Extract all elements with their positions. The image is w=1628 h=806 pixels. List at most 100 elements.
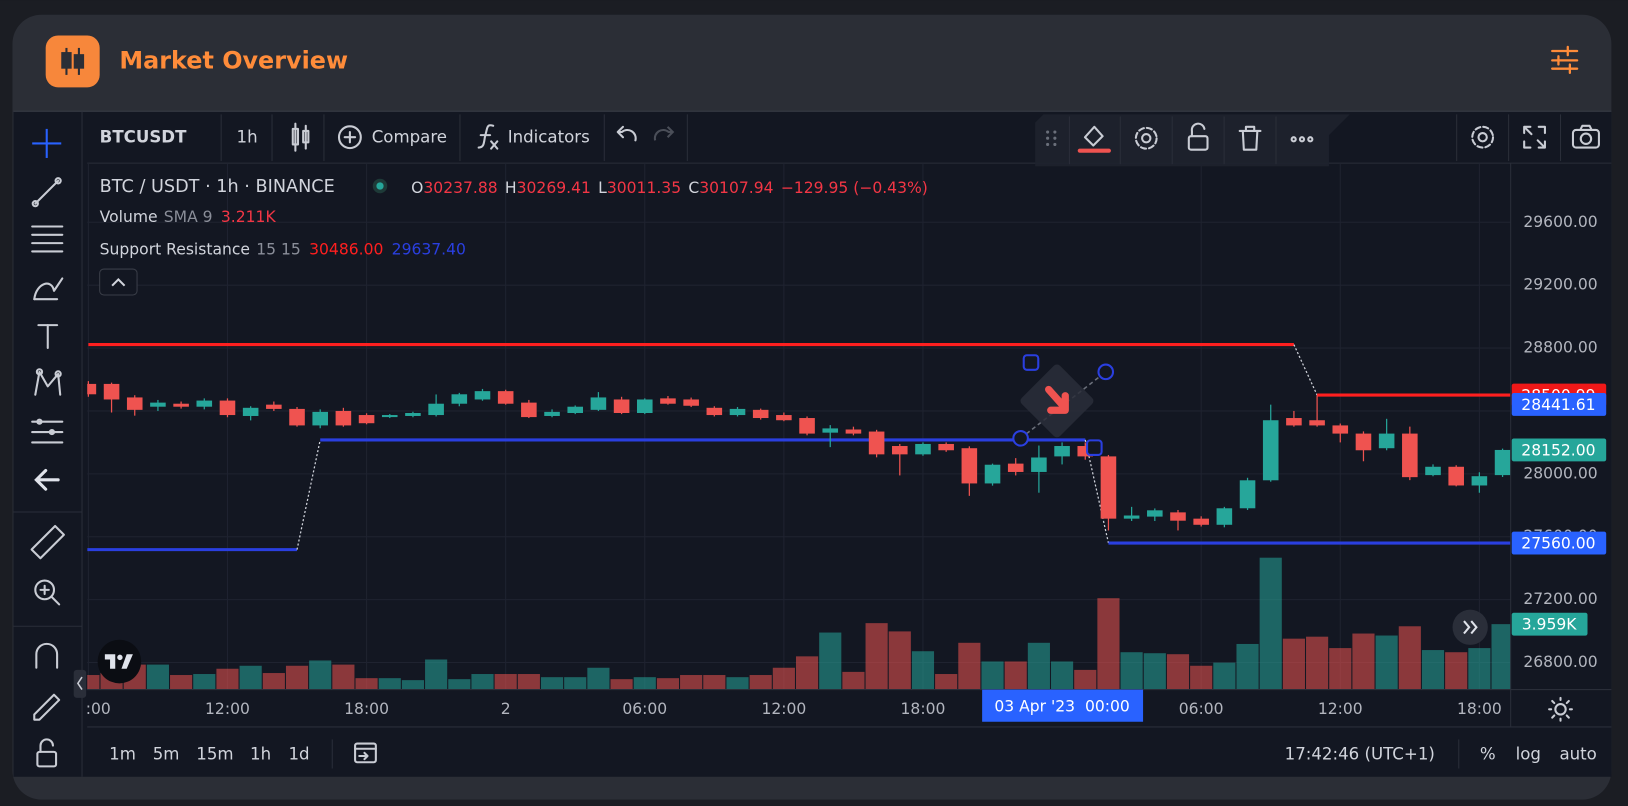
undo-button[interactable] — [616, 125, 637, 142]
lock-tool[interactable] — [36, 738, 58, 768]
crosshair-tool[interactable] — [32, 128, 62, 158]
legend-collapse[interactable] — [99, 268, 138, 296]
interval[interactable]: 1h — [237, 128, 258, 147]
price-label: 27560.00 — [1521, 535, 1595, 553]
volume-bar — [819, 632, 842, 690]
interval-button[interactable]: 1m — [109, 744, 136, 763]
volume-bar — [1166, 654, 1190, 690]
compare-icon[interactable] — [337, 125, 362, 150]
volume-bar — [703, 675, 726, 690]
price-label-box — [1511, 438, 1607, 462]
volume-bar — [309, 660, 332, 690]
price-label: 28441.61 — [1521, 396, 1595, 414]
candle-body — [1402, 433, 1418, 478]
candle-body — [1471, 476, 1488, 486]
redo-button[interactable] — [653, 126, 675, 141]
fullscreen-button[interactable] — [1523, 125, 1546, 149]
zoom-tool[interactable] — [34, 579, 61, 606]
drag-handle[interactable] — [1046, 130, 1057, 147]
x-tick-label: 18:00 — [901, 700, 946, 718]
price-label: 28152.00 — [1521, 441, 1595, 459]
plot-area — [87, 343, 1511, 690]
lock-draw-tool[interactable] — [33, 693, 61, 721]
y-tick-label: 29200.00 — [1523, 276, 1597, 294]
chart-settings-button[interactable] — [1471, 125, 1495, 149]
candle-body — [1007, 463, 1024, 472]
interval-button[interactable]: 1h — [250, 744, 271, 763]
x-tick-label: 06:00 — [66, 700, 111, 718]
volume-bar — [865, 623, 888, 690]
bottom-bar: 17:42:46 (UTC+1) 1m 5m 15m 1h 1d% log auto — [109, 739, 1597, 769]
chart-type-button[interactable] — [291, 122, 310, 152]
volume-bar — [633, 677, 656, 690]
indicators-button[interactable]: Indicators — [508, 128, 590, 147]
settings-button[interactable] — [1551, 45, 1579, 74]
candle-body — [892, 446, 908, 455]
prediction-tool[interactable] — [31, 418, 64, 444]
candle-body — [87, 383, 97, 395]
candle-body — [683, 399, 699, 406]
pattern-tool[interactable] — [34, 368, 62, 396]
scroll-to-latest[interactable] — [1452, 609, 1488, 645]
symbol[interactable]: BTCUSDT — [100, 128, 187, 147]
candle-body — [358, 415, 375, 424]
volume-bar — [795, 656, 819, 690]
volume-bar — [517, 674, 540, 690]
ohlc-value: 30269.41 — [517, 179, 591, 197]
candle-body — [1170, 512, 1186, 521]
trendline-tool[interactable] — [31, 177, 62, 208]
theme-toggle[interactable] — [1548, 696, 1573, 722]
volume-bar — [1282, 638, 1305, 690]
compare-button[interactable]: Compare — [372, 128, 447, 147]
interval-button[interactable]: 15m — [196, 744, 233, 763]
drawing-settings-button[interactable] — [1134, 126, 1158, 150]
volume-bar — [1074, 669, 1097, 690]
volume-bar — [87, 675, 100, 690]
volume-bar — [981, 661, 1004, 690]
drawing-more-button[interactable] — [1290, 136, 1314, 143]
scale-option[interactable]: auto — [1559, 744, 1596, 763]
date-range-button[interactable] — [354, 742, 377, 764]
level-connector — [1084, 439, 1110, 544]
y-tick-label: 28800.00 — [1523, 339, 1597, 357]
volume-bar — [1491, 624, 1511, 690]
ohlc-label: O — [411, 179, 423, 197]
candle-body — [312, 411, 328, 426]
screenshot-button[interactable] — [1571, 124, 1600, 149]
brush-tool[interactable] — [33, 277, 64, 301]
volume-bar — [1398, 626, 1421, 690]
color-button[interactable] — [1077, 125, 1111, 153]
candle-body — [1054, 446, 1070, 457]
price-axis: 26800.0027200.0027600.0028000.0028400.00… — [1511, 213, 1607, 671]
collapse-tab[interactable] — [73, 669, 87, 698]
text-tool[interactable] — [37, 324, 59, 350]
volume-bar — [564, 677, 587, 690]
candle-body — [636, 399, 653, 413]
clock[interactable]: 17:42:46 (UTC+1) — [1285, 744, 1435, 763]
ruler-tool[interactable] — [30, 524, 65, 560]
scale-option[interactable]: % — [1480, 744, 1496, 763]
candle-body — [961, 448, 978, 484]
volume-bar — [170, 675, 193, 690]
candle-body — [1378, 433, 1395, 449]
candle-body — [126, 397, 143, 410]
candle-body — [706, 407, 723, 416]
drawing-delete-button[interactable] — [1238, 125, 1262, 151]
floating-toolbar — [1035, 114, 1350, 167]
volume-bar — [355, 678, 378, 690]
y-tick-label: 27200.00 — [1523, 590, 1597, 608]
candle-body — [1147, 510, 1163, 517]
fib-tool[interactable] — [31, 225, 64, 253]
interval-button[interactable]: 1d — [288, 744, 309, 763]
user-drawing[interactable] — [1012, 354, 1115, 456]
indicators-icon[interactable] — [477, 124, 499, 150]
price-label-box — [1511, 392, 1607, 416]
back-button[interactable] — [34, 468, 60, 491]
x-tick-label: 06:00 — [1179, 700, 1224, 718]
drawing-lock-button[interactable] — [1187, 122, 1209, 151]
volume-bar — [1421, 650, 1445, 690]
candle-body — [613, 399, 630, 413]
scale-option[interactable]: log — [1516, 744, 1541, 763]
interval-button[interactable]: 5m — [153, 744, 180, 763]
magnet-tool[interactable] — [35, 642, 59, 669]
